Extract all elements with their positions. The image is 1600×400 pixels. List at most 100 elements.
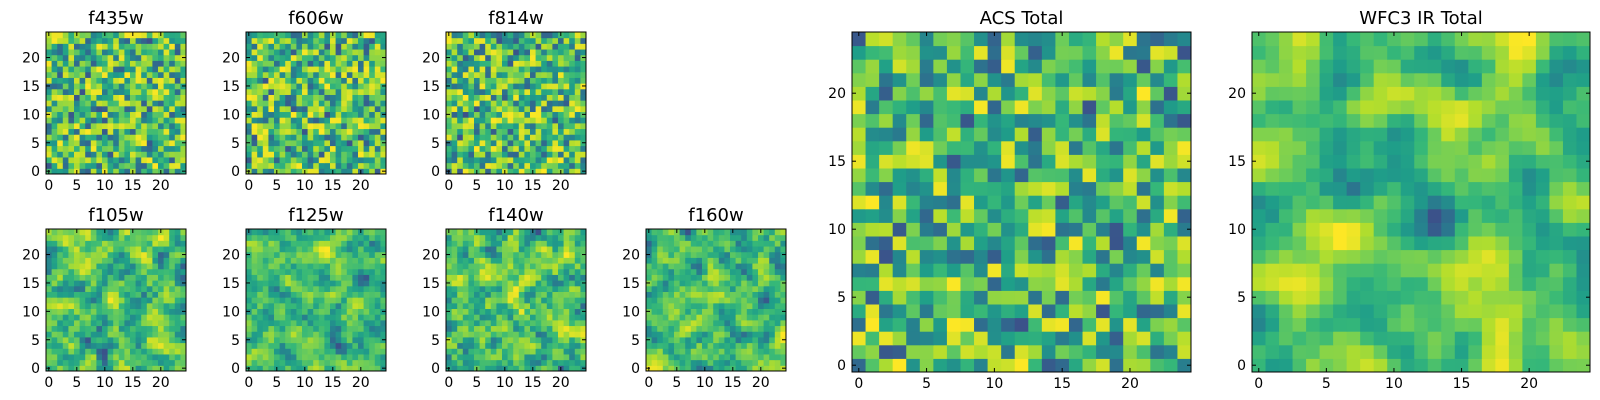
heatmap-cell — [51, 88, 58, 95]
heatmap-cell — [774, 308, 781, 315]
heatmap-cell — [335, 246, 342, 253]
heatmap-cell — [462, 246, 469, 253]
heatmap-cell — [769, 314, 776, 321]
heatmap-cell — [490, 268, 497, 275]
heatmap-cell — [702, 251, 709, 258]
heatmap-cell — [318, 168, 325, 175]
heatmap-cell — [68, 43, 75, 50]
heatmap-cell — [85, 280, 92, 287]
heatmap-cell — [1055, 276, 1070, 291]
heatmap-cell — [341, 365, 348, 372]
heatmap-cell — [646, 263, 653, 270]
heatmap-cell — [107, 128, 114, 135]
heatmap-cell — [668, 268, 675, 275]
heatmap-cell — [46, 117, 53, 124]
heatmap-cell — [496, 145, 503, 152]
heatmap-cell — [74, 156, 81, 164]
heatmap-cell — [518, 100, 525, 107]
heatmap-cell — [502, 156, 509, 164]
heatmap-cell — [679, 331, 686, 338]
heatmap-cell — [324, 274, 331, 281]
heatmap-cell — [307, 151, 314, 158]
heatmap-cell — [1136, 317, 1151, 332]
heatmap-cell — [1163, 222, 1178, 237]
heatmap-cell — [535, 246, 542, 253]
heatmap-cell — [163, 246, 170, 253]
heatmap-cell — [679, 285, 686, 292]
heatmap-cell — [285, 122, 292, 130]
heatmap-cell — [668, 246, 675, 253]
heatmap-cell — [535, 162, 542, 169]
heatmap-cell — [906, 195, 921, 210]
heatmap-cell — [507, 308, 514, 315]
heatmap-cell — [318, 308, 325, 315]
heatmap-cell — [268, 251, 275, 258]
heatmap-cell — [369, 348, 376, 355]
heatmap-cell — [313, 234, 320, 241]
heatmap-cell — [724, 342, 731, 349]
heatmap-cell — [262, 319, 269, 327]
heatmap-cell — [758, 274, 765, 281]
heatmap-cell — [341, 302, 348, 310]
heatmap-cell — [85, 331, 92, 338]
heatmap-cell — [85, 105, 92, 113]
heatmap-cell — [1068, 236, 1084, 251]
heatmap-cell — [346, 263, 353, 270]
heatmap-cell — [335, 359, 342, 366]
heatmap-cell — [335, 348, 342, 355]
heatmap-cell — [335, 83, 342, 90]
heatmap-cell — [257, 43, 264, 50]
heatmap-cell — [530, 94, 537, 101]
heatmap-cell — [324, 145, 331, 152]
heatmap-cell — [335, 274, 342, 281]
heatmap-cell — [496, 49, 503, 56]
heatmap-cell — [1014, 236, 1029, 251]
heatmap-cell — [374, 54, 381, 61]
heatmap-cell — [865, 317, 880, 332]
heatmap-cell — [451, 168, 458, 175]
heatmap-cell — [507, 162, 514, 169]
heatmap-cell — [535, 128, 542, 135]
heatmap-cell — [892, 236, 907, 251]
heatmap-cell — [546, 66, 553, 73]
heatmap-cell — [118, 94, 125, 101]
heatmap-cell — [987, 317, 1002, 332]
heatmap-cell — [369, 274, 376, 281]
heatmap-cell — [285, 342, 292, 349]
heatmap-cell — [713, 331, 720, 338]
heatmap-cell — [668, 365, 675, 372]
heatmap-cell — [462, 156, 469, 164]
heatmap-cell — [524, 325, 531, 332]
heatmap-cell — [524, 308, 531, 315]
heatmap-cell — [285, 111, 292, 118]
heatmap-cell — [479, 229, 486, 236]
heatmap-cell — [141, 60, 148, 67]
heatmap-cell — [574, 71, 581, 78]
heatmap-cell — [324, 342, 331, 349]
heatmap-cell — [496, 94, 503, 101]
heatmap-cell — [974, 236, 989, 251]
heatmap-cell — [879, 263, 894, 278]
heatmap-cell — [479, 122, 486, 130]
heatmap-cell — [724, 365, 731, 372]
heatmap-cell — [341, 229, 348, 236]
heatmap-cell — [546, 331, 553, 338]
heatmap-cell — [290, 336, 297, 344]
heatmap-cell — [262, 257, 269, 264]
heatmap-cell — [51, 94, 58, 101]
heatmap-cell — [485, 302, 492, 310]
heatmap-cell — [657, 246, 664, 253]
heatmap-cell — [1055, 263, 1070, 278]
heatmap-cell — [380, 49, 387, 56]
heatmap-cell — [524, 43, 531, 50]
heatmap-cell — [51, 263, 58, 270]
heatmap-cell — [102, 325, 109, 332]
heatmap-cell — [524, 145, 531, 152]
heatmap-cell — [180, 156, 187, 164]
heatmap-cell — [946, 290, 961, 305]
heatmap-cell — [735, 229, 742, 236]
heatmap-cell — [152, 100, 159, 107]
heatmap-cell — [530, 88, 537, 95]
heatmap-cell — [302, 49, 309, 56]
heatmap-cell — [46, 100, 53, 107]
